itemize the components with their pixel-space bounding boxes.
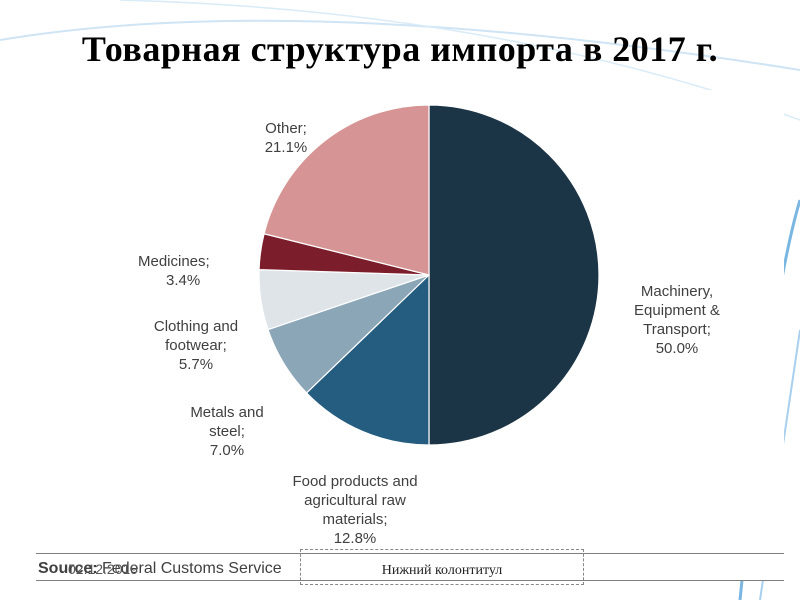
label-other-value: 21.1% [264, 139, 308, 156]
label-machinery: Machinery, Equipment & Transport; 50.0% [612, 263, 742, 377]
source-divider-bottom [36, 580, 784, 581]
label-machinery-value: 50.0% [655, 340, 699, 357]
label-food: Food products and agricultural raw mater… [270, 453, 440, 567]
pie-chart [258, 104, 600, 446]
pie-slice-machinery [428, 104, 600, 446]
label-medicines-name: Medicines; [138, 253, 210, 270]
label-metals-value: 7.0% [209, 442, 245, 459]
source-text: Federal Customs Service [102, 560, 282, 577]
label-medicines-value: 3.4% [166, 272, 201, 289]
source-note: Source: Federal Customs Service [38, 560, 282, 578]
pie-slice-other [263, 104, 430, 276]
label-medicines: Medicines; 3.4% [138, 233, 250, 309]
label-clothing-name: Clothing and footwear; [153, 318, 239, 354]
label-clothing: Clothing and footwear; 5.7% [142, 298, 250, 393]
slide-date: 02.12.2019 [68, 561, 139, 577]
slide-title: Товарная структура импорта в 2017 г. [81, 29, 719, 69]
label-machinery-name: Machinery, Equipment & Transport; [634, 283, 720, 338]
pie-slice-food [305, 273, 430, 446]
source-divider-top [36, 553, 784, 554]
label-clothing-value: 5.7% [178, 356, 214, 373]
label-metals-name: Metals and steel; [190, 404, 264, 440]
source-label: Source: [38, 560, 98, 577]
label-food-name: Food products and agricultural raw mater… [292, 473, 418, 528]
label-food-value: 12.8% [333, 530, 377, 547]
label-metals: Metals and steel; 7.0% [177, 384, 277, 479]
chart-panel: Machinery, Equipment & Transport; 50.0% … [34, 90, 784, 580]
footer-placeholder[interactable]: Нижний колонтитул [300, 549, 584, 585]
label-other: Other; 21.1% [246, 100, 326, 176]
label-other-name: Other; [265, 120, 307, 137]
